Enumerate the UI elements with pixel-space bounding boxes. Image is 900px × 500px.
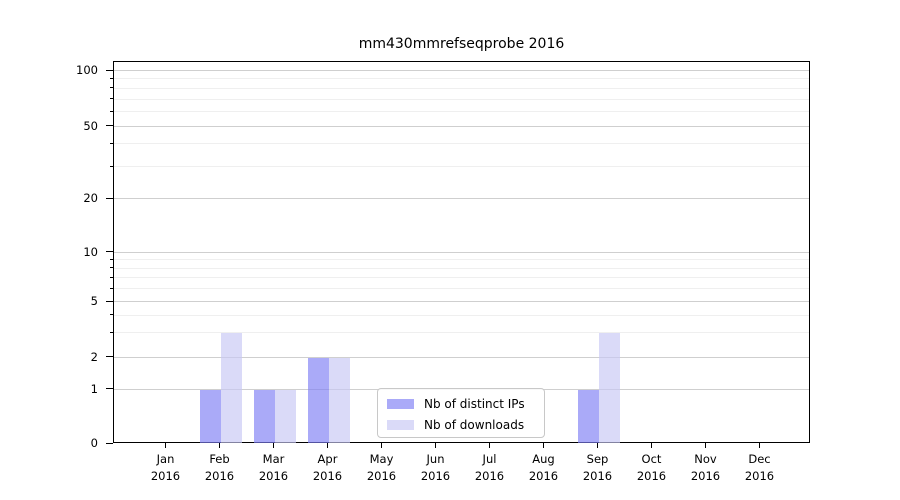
minor-gridline [114, 277, 809, 279]
x-tick-label-jul: Jul 2016 [474, 452, 505, 483]
minor-gridline [114, 314, 809, 316]
x-tick-label-aug: Aug 2016 [528, 452, 559, 483]
x-tick-mark [327, 443, 328, 448]
x-tick-mark [219, 443, 220, 448]
x-tick-label-feb: Feb 2016 [204, 452, 235, 483]
y-tick-mark [106, 356, 113, 358]
y-tick-mark [106, 388, 113, 390]
minor-gridline [114, 143, 809, 145]
y-minor-tick-mark [110, 267, 113, 269]
major-gridline [114, 356, 809, 358]
bar-downloads-apr [328, 357, 350, 443]
x-tick-label-dec: Dec 2016 [744, 452, 775, 483]
bar-downloads-sep [598, 333, 620, 443]
y-tick-label: 5 [90, 294, 98, 308]
y-tick-mark [106, 300, 113, 302]
minor-gridline [114, 111, 809, 113]
legend-label: Nb of downloads [424, 417, 525, 432]
minor-gridline [114, 87, 809, 89]
bar-distinct-ips-apr [307, 357, 329, 443]
legend: Nb of distinct IPs Nb of downloads [377, 388, 545, 438]
y-tick-label: 1 [90, 381, 98, 396]
y-minor-tick-mark [110, 314, 113, 316]
legend-swatch [387, 398, 414, 409]
x-tick-label-jun: Jun 2016 [420, 452, 451, 483]
y-tick-mark [106, 442, 113, 444]
x-tick-mark [381, 443, 382, 448]
major-gridline [114, 251, 809, 253]
y-tick-mark [106, 125, 113, 127]
plot-area [113, 61, 810, 443]
x-tick-mark [543, 443, 544, 448]
y-minor-tick-mark [110, 287, 113, 289]
x-tick-mark [759, 443, 760, 448]
y-tick-mark [106, 69, 113, 71]
y-tick-label: 10 [83, 244, 98, 259]
chart-title: mm430mmrefseqprobe 2016 [358, 36, 565, 52]
y-minor-tick-mark [110, 258, 113, 260]
major-gridline [114, 125, 809, 127]
x-tick-mark [273, 443, 274, 448]
legend-label: Nb of distinct IPs [424, 396, 525, 411]
x-tick-mark [705, 443, 706, 448]
minor-gridline [114, 288, 809, 290]
y-minor-tick-mark [110, 77, 113, 79]
legend-item-downloads: Nb of downloads [387, 414, 536, 435]
y-minor-tick-mark [110, 276, 113, 278]
y-tick-label: 100 [76, 63, 98, 77]
major-gridline [114, 301, 809, 302]
bar-downloads-mar [274, 389, 296, 443]
minor-gridline [114, 259, 809, 261]
legend-swatch [387, 419, 414, 430]
x-tick-mark [597, 443, 598, 448]
legend-item-distinct-ips: Nb of distinct IPs [387, 393, 536, 414]
x-tick-label-mar: Mar 2016 [258, 452, 289, 483]
y-tick-label: 20 [83, 191, 98, 206]
minor-gridline [114, 78, 809, 80]
x-tick-label-apr: Apr 2016 [312, 452, 343, 483]
x-tick-label-nov: Nov 2016 [690, 452, 721, 483]
minor-gridline [114, 267, 809, 269]
x-tick-mark [489, 443, 490, 448]
bar-distinct-ips-mar [253, 389, 275, 443]
y-minor-tick-mark [110, 98, 113, 100]
minor-gridline [114, 166, 809, 168]
x-tick-label-sep: Sep 2016 [582, 452, 613, 483]
major-gridline [114, 198, 809, 200]
x-tick-mark [165, 443, 166, 448]
y-tick-label: 50 [83, 118, 98, 133]
y-minor-tick-mark [110, 110, 113, 112]
y-tick-mark [106, 197, 113, 199]
y-tick-label: 2 [90, 349, 98, 364]
y-minor-tick-mark [110, 165, 113, 167]
x-tick-label-oct: Oct 2016 [636, 452, 667, 483]
y-minor-tick-mark [110, 87, 113, 89]
x-tick-mark [435, 443, 436, 448]
major-gridline [114, 70, 809, 71]
bar-distinct-ips-feb [199, 389, 221, 443]
y-tick-mark [106, 251, 113, 253]
x-tick-mark [651, 443, 652, 448]
y-minor-tick-mark [110, 142, 113, 144]
y-tick-label: 0 [90, 436, 98, 450]
bar-downloads-feb [220, 333, 242, 443]
x-tick-label-jan: Jan 2016 [150, 452, 181, 483]
minor-gridline [114, 332, 809, 334]
y-minor-tick-mark [110, 331, 113, 333]
minor-gridline [114, 98, 809, 100]
bar-distinct-ips-sep [577, 389, 599, 443]
x-tick-label-may: May 2016 [366, 452, 397, 483]
